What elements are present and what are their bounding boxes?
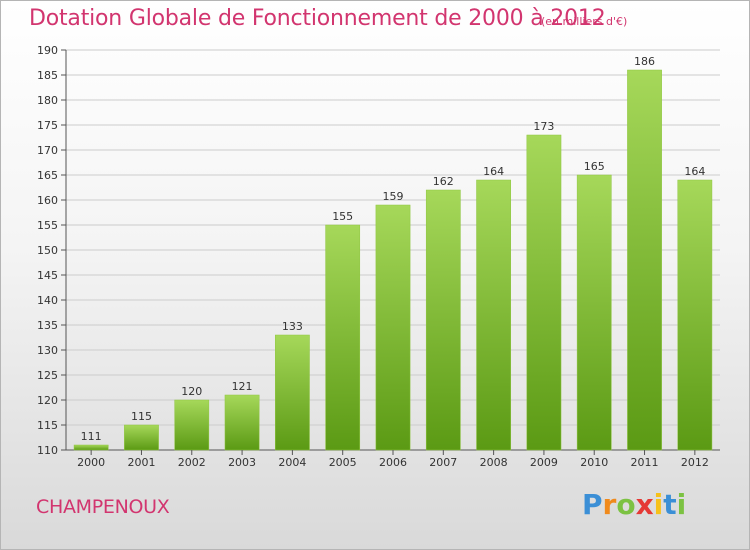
x-tick-label-2006: 2006: [379, 456, 407, 469]
logo-letter: P: [582, 488, 603, 521]
y-tick-label: 170: [37, 144, 58, 157]
logo-letter: i: [676, 488, 687, 521]
bar-2008: [476, 179, 511, 451]
y-tick-label: 150: [37, 244, 58, 257]
bar-2006: [375, 204, 411, 451]
y-tick-label: 190: [37, 44, 58, 57]
logo-letter: o: [616, 488, 636, 521]
y-tick-label: 110: [37, 444, 58, 457]
y-tick-labels: 110 115 120 125 130 135 140 145 150 155 160 165 170 1…: [37, 44, 66, 457]
x-tick-label-2001: 2001: [127, 456, 155, 469]
value-label-2011: 186: [634, 55, 655, 68]
value-label-2001: 115: [131, 410, 152, 423]
y-tick-label: 145: [37, 269, 58, 282]
bar-2001: [124, 424, 159, 451]
bar-2007: [425, 189, 461, 451]
value-label-2002: 120: [181, 385, 202, 398]
value-labels: 111 115 120 121 133 155 159 162 164 173 165 186 164: [81, 55, 706, 443]
value-label-2000: 111: [81, 430, 102, 443]
logo-letter: x: [635, 488, 654, 521]
bar-2003: [224, 394, 260, 451]
logo-letter: r: [602, 488, 617, 521]
value-label-2008: 164: [483, 165, 504, 178]
bar-2004: [275, 334, 310, 451]
bars: [73, 69, 713, 451]
value-label-2006: 159: [383, 190, 404, 203]
value-label-2010: 165: [584, 160, 605, 173]
bar-2012: [677, 179, 713, 451]
proxiti-logo: Proxiti: [582, 488, 686, 521]
x-tick-label-2004: 2004: [278, 456, 306, 469]
x-tick-label-2008: 2008: [480, 456, 508, 469]
bar-2005: [325, 224, 361, 451]
x-tick-label-2003: 2003: [228, 456, 256, 469]
x-tick-label-2010: 2010: [580, 456, 608, 469]
bar-2000: [73, 444, 109, 451]
y-tick-label: 185: [37, 69, 58, 82]
x-tick-label-2002: 2002: [178, 456, 206, 469]
y-tick-label: 155: [37, 219, 58, 232]
chart-subtitle: (en milliers d'€): [541, 15, 628, 28]
y-tick-label: 120: [37, 394, 58, 407]
y-tick-label: 125: [37, 369, 58, 382]
y-tick-label: 160: [37, 194, 58, 207]
x-tick-label-2007: 2007: [429, 456, 457, 469]
y-tick-label: 180: [37, 94, 58, 107]
bar-2011: [627, 69, 662, 451]
logo-letter: t: [663, 488, 677, 521]
x-tick-label-2012: 2012: [681, 456, 709, 469]
value-label-2004: 133: [282, 320, 303, 333]
x-tick-label-2000: 2000: [77, 456, 105, 469]
x-tick-label-2011: 2011: [631, 456, 659, 469]
y-tick-label: 135: [37, 319, 58, 332]
y-tick-label: 115: [37, 419, 58, 432]
y-tick-label: 130: [37, 344, 58, 357]
value-label-2005: 155: [332, 210, 353, 223]
bar-2002: [174, 399, 210, 451]
commune-name: CHAMPENOUX: [36, 496, 170, 518]
bar-2009: [526, 134, 562, 451]
x-tick-label-2009: 2009: [530, 456, 558, 469]
value-label-2012: 164: [684, 165, 705, 178]
x-tick-label-2005: 2005: [329, 456, 357, 469]
value-label-2009: 173: [533, 120, 554, 133]
value-label-2007: 162: [433, 175, 454, 188]
x-tick-labels: 2000 2001 2002 2003 2004 2005 2006 2007 2008 2009…: [77, 450, 709, 469]
bar-2010: [576, 174, 612, 451]
value-label-2003: 121: [232, 380, 253, 393]
y-tick-label: 140: [37, 294, 58, 307]
chart-title: Dotation Globale de Fonctionnement de 20…: [29, 6, 606, 31]
y-tick-label: 165: [37, 169, 58, 182]
logo-letter: i: [653, 488, 664, 521]
y-tick-label: 175: [37, 119, 58, 132]
